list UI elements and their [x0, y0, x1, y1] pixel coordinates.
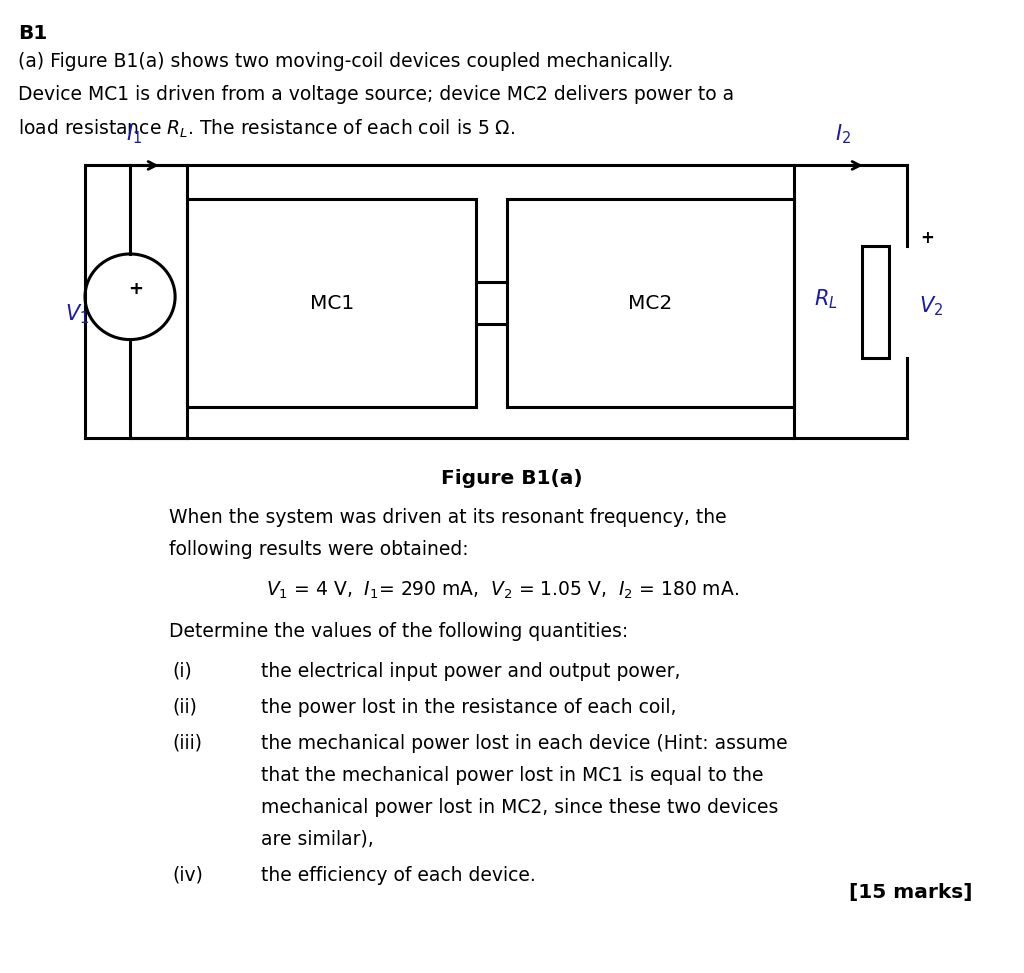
- Text: +: +: [128, 280, 142, 298]
- Text: mechanical power lost in MC2, since these two devices: mechanical power lost in MC2, since thes…: [261, 798, 778, 817]
- Text: $R_L$: $R_L$: [814, 287, 839, 310]
- Text: $V_1$ = 4 V,  $I_1$= 290 mA,  $V_2$ = 1.05 V,  $I_2$ = 180 mA.: $V_1$ = 4 V, $I_1$= 290 mA, $V_2$ = 1.05…: [266, 580, 739, 601]
- Text: the efficiency of each device.: the efficiency of each device.: [261, 866, 536, 885]
- Text: are similar),: are similar),: [261, 830, 374, 849]
- Text: following results were obtained:: following results were obtained:: [169, 540, 469, 559]
- Bar: [507, 199, 794, 407]
- Text: B1: B1: [18, 24, 48, 44]
- Text: $V_2$: $V_2$: [919, 295, 943, 318]
- Text: the power lost in the resistance of each coil,: the power lost in the resistance of each…: [261, 698, 677, 717]
- Text: Figure B1(a): Figure B1(a): [441, 469, 583, 488]
- Bar: [187, 199, 476, 407]
- Text: (iii): (iii): [172, 734, 202, 753]
- Text: (iv): (iv): [172, 866, 203, 885]
- Text: $I_1$: $I_1$: [126, 123, 142, 146]
- Bar: [862, 246, 889, 358]
- Text: (a) Figure B1(a) shows two moving-coil devices coupled mechanically.: (a) Figure B1(a) shows two moving-coil d…: [18, 52, 674, 71]
- Text: Determine the values of the following quantities:: Determine the values of the following qu…: [169, 622, 628, 641]
- Text: $V_1$: $V_1$: [65, 303, 89, 326]
- Text: the mechanical power lost in each device (Hint: assume: the mechanical power lost in each device…: [261, 734, 787, 753]
- Text: (i): (i): [172, 662, 191, 681]
- Text: MC2: MC2: [628, 294, 673, 312]
- Text: MC1: MC1: [309, 294, 354, 312]
- Text: the electrical input power and output power,: the electrical input power and output po…: [261, 662, 681, 681]
- Text: that the mechanical power lost in MC1 is equal to the: that the mechanical power lost in MC1 is…: [261, 766, 764, 785]
- Text: When the system was driven at its resonant frequency, the: When the system was driven at its resona…: [169, 508, 727, 527]
- Text: +: +: [920, 230, 934, 247]
- Text: load resistance $R_L$. The resistance of each coil is 5 $\Omega$.: load resistance $R_L$. The resistance of…: [18, 118, 515, 140]
- Text: $I_2$: $I_2$: [836, 123, 851, 146]
- Text: Device MC1 is driven from a voltage source; device MC2 delivers power to a: Device MC1 is driven from a voltage sour…: [18, 85, 734, 104]
- Text: [15 marks]: [15 marks]: [849, 883, 973, 902]
- Text: (ii): (ii): [172, 698, 197, 717]
